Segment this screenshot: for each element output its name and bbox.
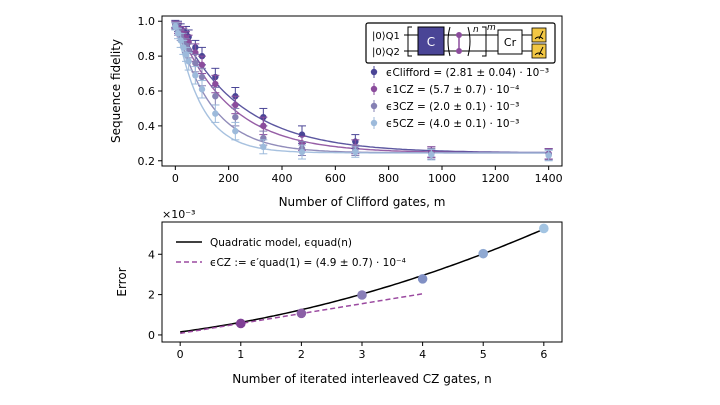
q2-label: |0⟩Q2 (372, 47, 400, 58)
legend-label: ϵ3CZ = (2.0 ± 0.1) · 10⁻³ (386, 101, 519, 113)
data-point (298, 148, 306, 156)
y-tick-label: 0.8 (138, 50, 156, 63)
error-point (417, 274, 428, 284)
error-point (478, 248, 489, 259)
y-tick-label: 1.0 (138, 15, 156, 28)
m-label: m (487, 23, 496, 33)
legend-marker (370, 119, 378, 127)
data-point (198, 86, 206, 93)
data-point (545, 152, 552, 159)
error-x-label: Number of iterated interleaved CZ gates,… (232, 372, 492, 386)
y-tick-label: 0.4 (138, 120, 156, 133)
fidelity-axes-frame (161, 15, 563, 167)
data-point (198, 61, 206, 69)
fidelity-legend: ϵClifford = (2.81 ± 0.04) · 10⁻³ ϵ1CZ = (… (370, 66, 549, 130)
data-point (352, 148, 359, 156)
recovery-gate-label: Cr (504, 36, 517, 49)
fidelity-panel: 0 200 400 600 800 1000 1200 1400 0.2 0.4 0.6 0.8 1.… (109, 15, 563, 209)
y-tick-label: 0.2 (138, 155, 156, 168)
error-panel: 0 1 2 3 4 5 6 0 2 4 Quadratic model, ϵquad(n) ϵCZ… (115, 208, 563, 386)
cz-control-dot (456, 32, 462, 38)
circuit-inset: |0⟩Q1 |0⟩Q2 C n m Cr (365, 22, 556, 64)
data-point (212, 110, 219, 117)
legend-marker (370, 102, 378, 110)
fidelity-x-ticks: 0 200 400 600 800 1000 1200 1400 (172, 166, 563, 185)
x-tick-label: 1400 (535, 172, 563, 185)
x-tick-label: 2 (298, 348, 305, 361)
measure-q1-icon (531, 27, 547, 43)
legend-slope-label: ϵCZ := ϵ′quad(1) = (4.9 ± 0.7) · 10⁻⁴ (210, 257, 406, 269)
data-point (232, 127, 239, 135)
data-point (192, 72, 199, 79)
x-tick-label: 800 (378, 172, 399, 185)
data-point (232, 101, 239, 109)
data-point (428, 151, 435, 158)
error-x-ticks: 0 1 2 3 4 5 6 (177, 342, 547, 361)
fidelity-x-label: Number of Clifford gates, m (279, 195, 446, 209)
q1-label: |0⟩Q1 (372, 31, 400, 42)
n-label: n (473, 25, 479, 35)
x-tick-label: 1200 (481, 172, 509, 185)
fidelity-y-label: Sequence fidelity (109, 39, 123, 143)
error-y-multiplier: ×10⁻³ (162, 208, 195, 221)
legend-marker (370, 85, 378, 93)
error-y-label: Error (115, 267, 129, 296)
error-y-ticks: 0 2 4 (148, 248, 162, 342)
x-tick-label: 5 (480, 348, 487, 361)
error-point (357, 290, 367, 300)
data-point (232, 113, 239, 121)
fit-curve-3 (174, 20, 549, 154)
x-tick-label: 0 (177, 348, 184, 361)
y-tick-label: 0.6 (138, 85, 156, 98)
legend-quadratic-label: Quadratic model, ϵquad(n) (210, 237, 352, 249)
legend-label: ϵ5CZ = (4.0 ± 0.1) · 10⁻³ (386, 118, 519, 130)
legend-label: ϵ1CZ = (5.7 ± 0.7) · 10⁻⁴ (386, 84, 519, 96)
error-point (539, 223, 549, 234)
error-point (296, 308, 307, 319)
y-tick-label: 0 (148, 329, 155, 342)
data-point (192, 59, 199, 67)
error-axes-frame (161, 221, 563, 343)
x-tick-label: 600 (325, 172, 346, 185)
x-tick-label: 1000 (428, 172, 456, 185)
data-point (198, 73, 206, 81)
legend-marker (370, 68, 378, 76)
data-point (185, 58, 192, 65)
data-point (212, 93, 219, 100)
x-tick-label: 400 (272, 172, 293, 185)
fidelity-data-points (171, 19, 553, 162)
x-tick-label: 200 (218, 172, 239, 185)
y-tick-label: 4 (148, 248, 155, 261)
x-tick-label: 0 (172, 172, 179, 185)
x-tick-label: 4 (419, 348, 426, 361)
recovery-gate (497, 29, 523, 55)
legend-label: ϵClifford = (2.81 ± 0.04) · 10⁻³ (386, 67, 549, 79)
x-tick-label: 3 (359, 348, 366, 361)
cz-target-dot (456, 48, 462, 54)
x-tick-label: 1 (237, 348, 244, 361)
y-tick-label: 2 (148, 289, 155, 302)
error-legend: Quadratic model, ϵquad(n) ϵCZ := ϵ′quad(1… (176, 237, 406, 269)
fidelity-y-ticks: 0.2 0.4 0.6 0.8 1.0 (138, 15, 162, 168)
clifford-gate-label: C (427, 35, 435, 49)
data-point (260, 122, 267, 130)
data-point (212, 80, 219, 88)
error-data-points (235, 223, 549, 329)
error-point (235, 318, 246, 329)
data-point (260, 143, 267, 151)
measure-q2-icon (531, 43, 547, 59)
clifford-gate (417, 26, 445, 56)
x-tick-label: 6 (540, 348, 547, 361)
